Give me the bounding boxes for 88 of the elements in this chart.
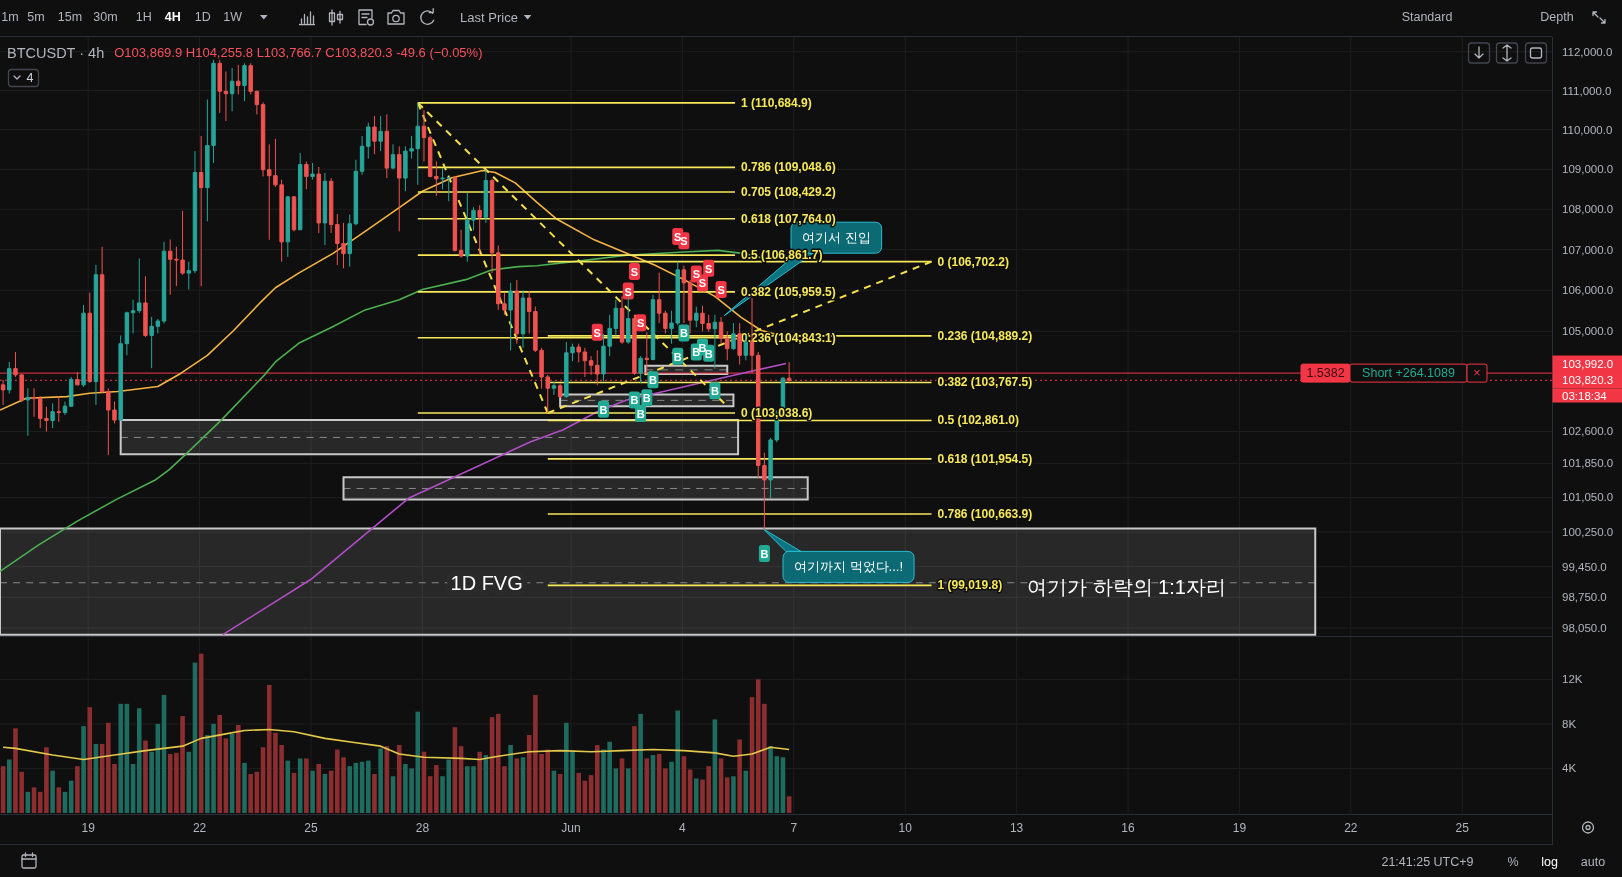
annotation: ×	[1473, 366, 1481, 381]
text: log	[1541, 854, 1558, 869]
text: 4H	[164, 10, 181, 24]
series-label: 1D FVG	[450, 571, 523, 594]
text: Standard	[1401, 10, 1453, 24]
data-label: S	[692, 268, 700, 281]
data-label: S	[630, 265, 639, 278]
ref-line-label: 103,992.0	[1562, 357, 1614, 370]
text: 5m	[27, 10, 45, 24]
data-label: B	[679, 327, 688, 340]
y-tick-label: 12K	[1562, 673, 1583, 686]
data-label: S	[593, 326, 601, 339]
y-tick-label: 107,000.0	[1562, 243, 1614, 256]
series-label: 0.618 (107,764.0)	[740, 211, 836, 226]
data-label: S	[705, 262, 713, 275]
text: Last Price	[460, 9, 518, 25]
text: 30m	[93, 10, 118, 24]
series-label: 0.705 (108,429.2)	[740, 185, 836, 200]
y-tick-label: 109,000.0	[1562, 163, 1614, 176]
text: Depth	[1540, 10, 1574, 24]
data-label: B	[710, 385, 719, 398]
data-label: S	[636, 317, 645, 330]
x-tick-label: 4	[679, 821, 687, 835]
text: 1D	[194, 10, 211, 24]
data-label: S	[680, 235, 688, 248]
series-label: 0.618 (101,954.5)	[937, 451, 1033, 466]
data-label: B	[649, 374, 658, 387]
data-label: B	[599, 403, 608, 416]
data-label: S	[698, 277, 707, 290]
x-tick-label: Jun	[561, 821, 581, 835]
y-tick-label: 100,250.0	[1562, 525, 1614, 538]
data-label: S	[717, 283, 725, 296]
text: 1H	[135, 10, 152, 24]
annotation: 4	[26, 70, 34, 85]
annotation: 여기까지 먹었다...!	[794, 559, 904, 575]
y-tick-label: 98,750.0	[1562, 591, 1607, 604]
y-tick-label: 101,850.0	[1562, 457, 1614, 470]
x-tick-label: 19	[81, 821, 96, 835]
series-label: 0.786 (100,663.9)	[937, 507, 1033, 522]
y-tick-label: 105,000.0	[1562, 325, 1614, 338]
y-tick-label: 111,000.0	[1562, 84, 1612, 97]
x-tick-label: 16	[1121, 821, 1136, 835]
annotation: 1.5382	[1306, 366, 1345, 381]
y-tick-label: 110,000.0	[1562, 123, 1613, 136]
data-label: S	[624, 285, 632, 298]
series-label: 0.5 (102,861.0)	[937, 413, 1019, 428]
annotation: 여기가 하락의 1:1자리	[1027, 576, 1226, 598]
data-label: B	[630, 394, 639, 407]
data-label: B	[642, 392, 651, 405]
x-tick-label: 19	[1232, 821, 1247, 835]
x-tick-label: 22	[1344, 821, 1358, 835]
x-tick-label: 10	[898, 821, 913, 835]
y-tick-label: 8K	[1562, 717, 1577, 730]
data-label: B	[760, 548, 769, 561]
text: 1m	[1, 10, 19, 24]
y-tick-label: 99,450.0	[1562, 560, 1607, 573]
y-tick-label: 98,050.0	[1562, 622, 1607, 635]
annotation: Short +264.1089	[1362, 366, 1455, 381]
text: 21:41:25 UTC+9	[1381, 854, 1474, 869]
text: auto	[1580, 854, 1606, 869]
x-tick-label: 22	[192, 821, 207, 835]
x-tick-label: 25	[1455, 821, 1470, 835]
series-label: 0.382 (103,767.5)	[937, 375, 1033, 390]
series-label: 1 (99,019.8)	[937, 578, 1003, 593]
ref-line-label: 103,820.3	[1562, 374, 1614, 387]
x-tick-label: 13	[1009, 821, 1024, 835]
y-tick-label: 101,050.0	[1562, 491, 1614, 504]
text: 1W	[223, 10, 243, 24]
series-label: 1 (110,684.9)	[740, 95, 812, 110]
y-tick-label: 106,000.0	[1562, 284, 1614, 297]
text: BTCUSDT · 4h	[7, 44, 105, 61]
y-tick-label: 4K	[1562, 762, 1577, 775]
text: 03:18:34	[1562, 389, 1608, 402]
text: 15m	[57, 10, 83, 24]
series-label: 0 (106,702.2)	[937, 254, 1009, 269]
series-label: 0.236 (104,889.2)	[937, 328, 1033, 343]
x-tick-label: 28	[415, 821, 430, 835]
text: O103,869.9 H104,255.8 L103,766.7 C103,820.3 -49.6 (−0.05%)	[114, 45, 483, 60]
y-tick-label: 108,000.0	[1562, 203, 1614, 216]
y-tick-label: 102,600.0	[1562, 425, 1614, 438]
y-tick-label: 112,000.0	[1562, 45, 1613, 58]
x-tick-label: 7	[790, 821, 798, 835]
annotation: 여기서 진입	[802, 230, 871, 246]
data-label: B	[636, 407, 645, 420]
data-label: B	[673, 350, 682, 363]
series-label: 0.786 (109,048.6)	[740, 160, 836, 175]
x-tick-label: 25	[304, 821, 319, 835]
text: %	[1507, 854, 1519, 869]
